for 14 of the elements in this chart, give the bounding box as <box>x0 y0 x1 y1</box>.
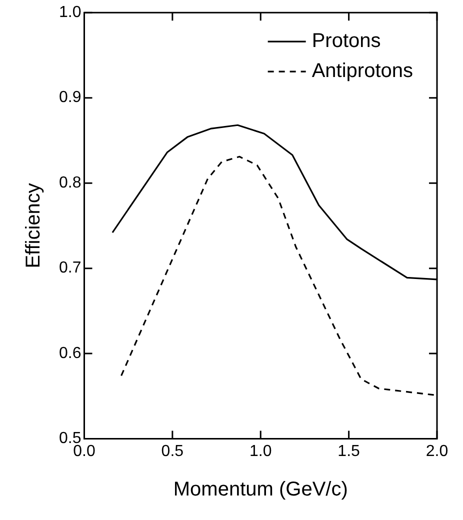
x-axis-title: Momentum (GeV/c) <box>173 478 348 501</box>
y-tick-label: 0.8 <box>58 174 82 192</box>
x-tick-label: 1.0 <box>249 442 272 460</box>
line-series <box>120 156 437 396</box>
y-tick-label: 1.0 <box>58 4 82 22</box>
x-tick-label: 1.5 <box>338 442 360 460</box>
x-tick-label: 2.0 <box>426 442 448 460</box>
legend-label: Antiprotons <box>312 60 413 82</box>
y-tick-label: 0.7 <box>58 260 82 277</box>
y-axis-title: Efficiency <box>22 183 45 268</box>
y-tick-label: 0.6 <box>58 344 82 362</box>
legend-label: Protons <box>312 30 381 52</box>
x-tick-label: 0.5 <box>161 442 184 460</box>
y-tick-label: 0.9 <box>58 89 82 106</box>
